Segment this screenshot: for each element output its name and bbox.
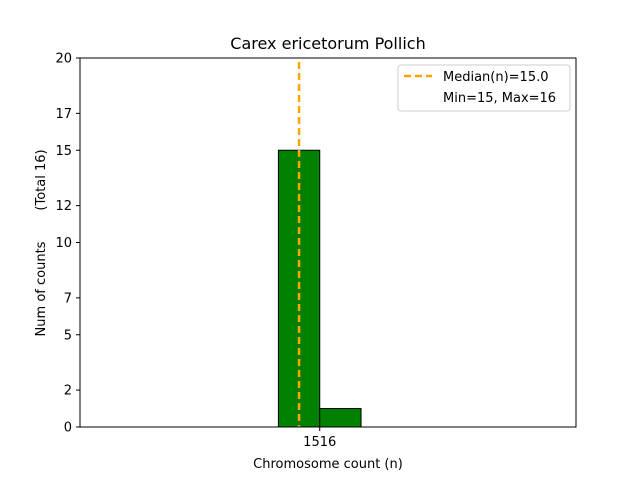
chart-title: Carex ericetorum Pollich <box>230 34 425 53</box>
y-tick-label: 10 <box>55 236 72 251</box>
y-tick-label: 20 <box>55 52 72 67</box>
bars <box>277 149 486 428</box>
y-tick-label: 12 <box>55 199 72 214</box>
legend-box <box>397 64 571 112</box>
y-axis-total-label: (Total 16) <box>34 149 49 210</box>
legend-entry-min-max: Min=15, Max=16 <box>443 91 556 106</box>
y-axis-label: Num of counts <box>34 241 49 336</box>
y-tick-label: 0 <box>64 421 72 436</box>
plot-area-frame <box>79 57 577 428</box>
y-tick-label: 2 <box>64 384 72 399</box>
x-tick-label: 1516 <box>303 435 336 450</box>
y-tick-label: 15 <box>55 144 72 159</box>
legend: Median(n)=15.0 Min=15, Max=16 <box>397 64 571 112</box>
y-axis-ticks: 0 2 5 7 10 12 15 17 20 <box>55 52 80 436</box>
y-tick-label: 5 <box>64 328 72 343</box>
bar-16 <box>319 408 362 428</box>
y-tick-label: 7 <box>64 291 72 306</box>
x-axis-label: Chromosome count (n) <box>253 457 403 472</box>
y-tick-label: 17 <box>55 107 72 122</box>
x-axis-ticks: 1516 <box>303 427 336 450</box>
legend-entry-median: Median(n)=15.0 <box>443 70 549 85</box>
